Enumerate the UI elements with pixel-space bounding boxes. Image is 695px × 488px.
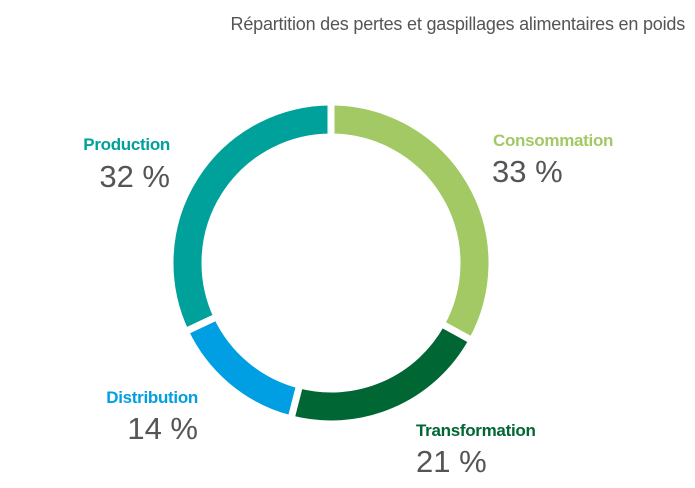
slice-transformation — [291, 325, 470, 421]
chart-title: Répartition des pertes et gaspillages al… — [230, 14, 686, 34]
slice-gap — [430, 315, 483, 349]
label-distribution: Distribution — [106, 388, 198, 407]
slice-consommation — [330, 105, 489, 339]
value-production: 32 % — [99, 159, 170, 194]
slice-distribution — [188, 317, 300, 416]
slice-gap — [174, 309, 228, 340]
value-transformation: 21 % — [416, 444, 487, 479]
value-distribution: 14 % — [127, 411, 198, 446]
label-transformation: Transformation — [416, 421, 536, 440]
label-production: Production — [83, 135, 170, 154]
slice-gap — [284, 374, 306, 430]
label-consommation: Consommation — [493, 131, 614, 150]
value-consommation: 33 % — [492, 154, 563, 189]
slice-production — [173, 105, 332, 331]
